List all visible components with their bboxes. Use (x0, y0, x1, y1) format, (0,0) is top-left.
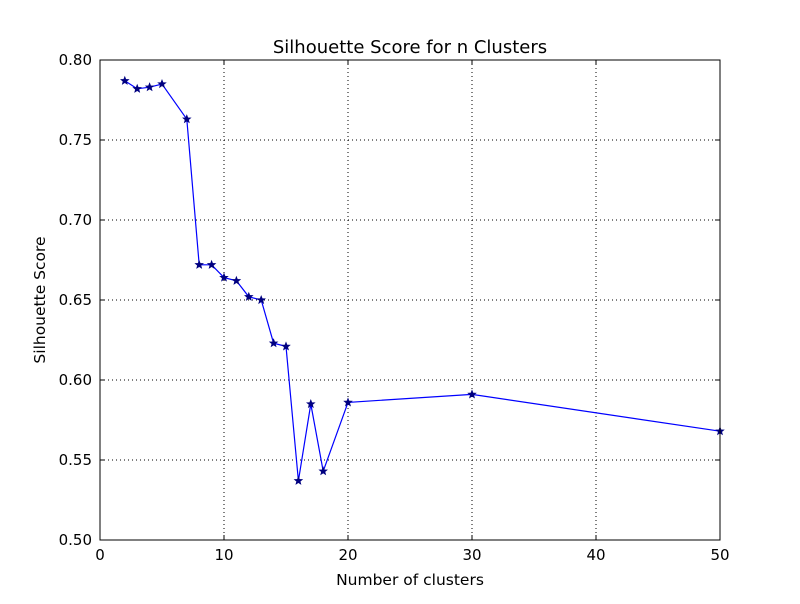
plot-frame (99, 59, 721, 541)
y-tick-label: 0.65 (59, 291, 92, 309)
data-point-star-marker (144, 82, 155, 92)
chart-title: Silhouette Score for n Clusters (273, 37, 547, 58)
y-tick-label: 0.50 (59, 531, 92, 549)
y-tick-label: 0.55 (59, 451, 92, 469)
data-point-star-marker (306, 398, 316, 409)
data-point-star-marker (120, 75, 130, 85)
data-point-star-marker (157, 78, 167, 89)
y-tick-label: 0.80 (59, 51, 92, 69)
data-point-star-marker (343, 397, 353, 407)
data-point-star-marker (132, 83, 142, 93)
data-point-star-marker (182, 114, 192, 124)
data-point-star-marker (281, 341, 291, 351)
data-point-star-marker (231, 275, 242, 285)
y-tick-label: 0.70 (59, 211, 92, 229)
y-tick-label: 0.60 (59, 371, 92, 389)
data-point-star-marker (244, 291, 254, 301)
x-axis-label: Number of clusters (336, 571, 484, 589)
data-point-star-marker (206, 259, 217, 269)
data-point-star-marker (467, 389, 477, 399)
x-tick-label: 30 (462, 546, 481, 564)
data-point-star-marker (256, 294, 266, 305)
x-tick-label: 20 (338, 546, 357, 564)
data-point-star-marker (194, 259, 204, 269)
x-tick-label: 0 (95, 546, 105, 564)
x-tick-label: 10 (214, 546, 233, 564)
y-tick-label: 0.75 (59, 131, 92, 149)
x-tick-label: 50 (710, 546, 729, 564)
data-point-star-marker (268, 338, 279, 348)
data-series (120, 75, 725, 485)
series-line (124, 80, 721, 481)
y-axis-label: Silhouette Score (31, 236, 49, 363)
x-tick-label: 40 (586, 546, 605, 564)
axis-ticks: 0 10 20 30 40 50 0.50 0.55 0.60 0.65 0.70 0.75 0.80 (59, 51, 730, 564)
data-point-star-marker (219, 272, 229, 282)
data-point-star-marker (318, 466, 328, 476)
data-point-star-marker (293, 475, 304, 485)
grid-lines (100, 60, 720, 540)
